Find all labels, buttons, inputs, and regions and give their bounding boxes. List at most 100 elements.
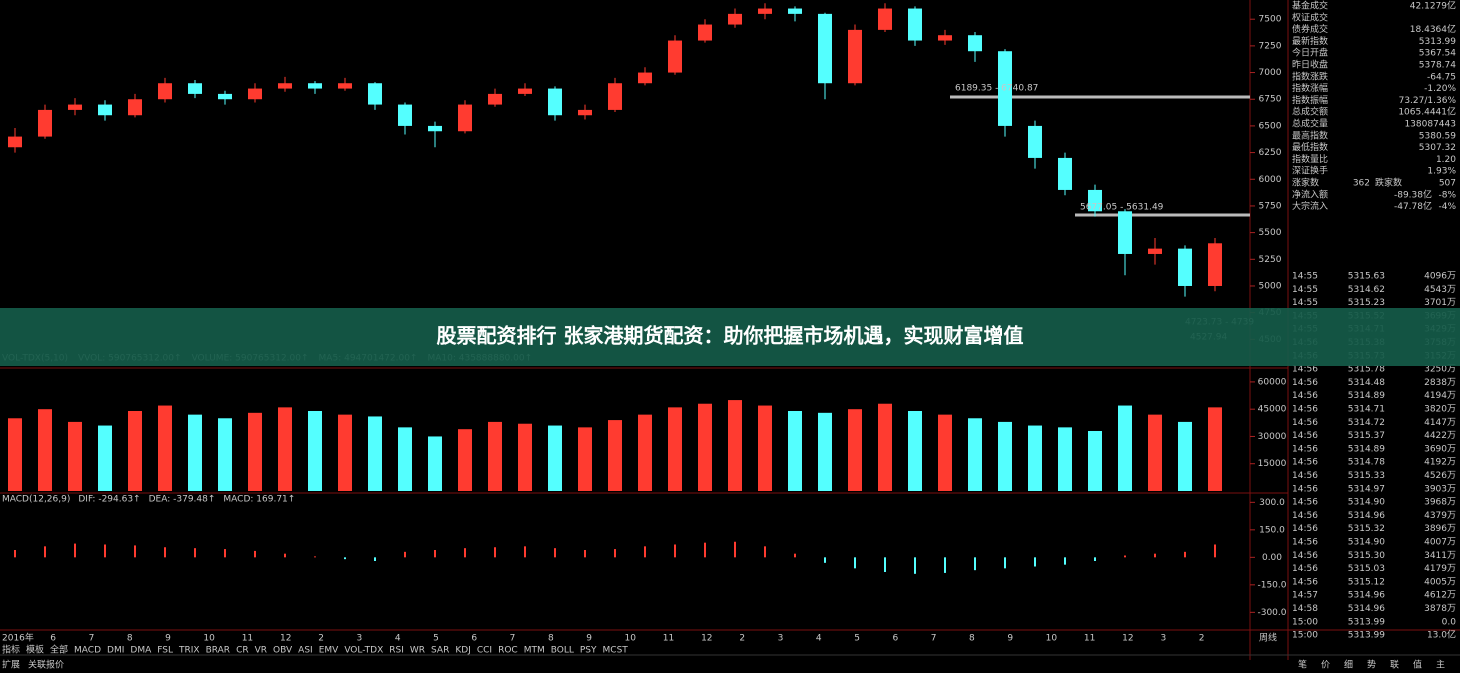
stat-value: 18.4364亿 [1410, 23, 1456, 35]
volume-bar [398, 427, 412, 491]
tab[interactable]: MTM [524, 646, 545, 656]
y-tick-label: 6500 [1259, 121, 1282, 131]
panel-button[interactable]: 笔 [1298, 659, 1307, 671]
candle-body [998, 51, 1012, 126]
tick-price: 5315.03 [1348, 564, 1385, 574]
date-label: 12 [1122, 634, 1133, 644]
date-label: 9 [1007, 634, 1013, 644]
tab[interactable]: MCST [603, 646, 629, 656]
tab[interactable]: ASI [298, 646, 313, 656]
tab[interactable]: EMV [319, 646, 339, 656]
date-label: 9 [165, 634, 171, 644]
tab[interactable]: WR [410, 646, 425, 656]
tab[interactable]: CR [236, 646, 249, 656]
volume-bar [488, 421, 502, 491]
date-label: 11 [663, 634, 674, 644]
volume-bar [1088, 431, 1102, 491]
candle-body [1028, 125, 1042, 158]
stat-label: 净流入额 [1292, 188, 1328, 200]
candle-body [218, 93, 232, 100]
y-tick-label: 0.00 [1262, 553, 1282, 563]
candle-body [308, 83, 322, 89]
tab[interactable]: DMI [107, 646, 124, 656]
tick-time: 14:56 [1292, 444, 1318, 454]
tick-time: 14:55 [1292, 285, 1318, 295]
tab[interactable]: 指标 [2, 644, 20, 656]
y-tick-label: 5000 [1259, 281, 1282, 291]
tab[interactable]: DMA [130, 646, 152, 656]
stat-label: 总成交额 [1292, 106, 1328, 118]
panel-button[interactable]: 细 [1344, 659, 1353, 671]
volume-bar [38, 409, 52, 491]
y-tick-label: 6250 [1259, 148, 1282, 158]
panel-button[interactable]: 势 [1367, 659, 1376, 671]
tick-volume: 4422万 [1424, 431, 1456, 441]
candle-body [278, 83, 292, 89]
tick-volume: 3968万 [1424, 498, 1456, 508]
stat-pct: -8% [1438, 190, 1456, 200]
volume-bar [878, 403, 892, 491]
candle-body [908, 8, 922, 41]
volume-bar [98, 425, 112, 491]
candle-body [428, 125, 442, 132]
tab[interactable]: VR [255, 646, 267, 656]
candle-body [638, 72, 652, 84]
candle-body [1208, 243, 1222, 286]
tab[interactable]: MACD [74, 646, 101, 656]
panel-button[interactable]: 主 [1436, 659, 1445, 671]
y-tick-label: 7250 [1259, 41, 1282, 51]
y-tick-label: 5750 [1259, 201, 1282, 211]
annotation: 5677.05 - 5631.49 [1080, 203, 1164, 213]
tick-time: 14:56 [1292, 405, 1318, 415]
volume-bar [1208, 407, 1222, 491]
y-tick-label: 7500 [1259, 15, 1282, 25]
candle-body [98, 104, 112, 116]
tab[interactable]: 模板 [26, 644, 44, 656]
stat-label: 指数涨幅 [1292, 82, 1328, 94]
date-label: 5 [854, 634, 860, 644]
period-label[interactable]: 周线 [1259, 632, 1277, 644]
tab[interactable]: CCI [477, 646, 492, 656]
y-tick-label: 45000 [1258, 405, 1287, 415]
tab[interactable]: BRAR [206, 646, 230, 656]
tab[interactable]: SAR [431, 646, 449, 656]
candle-body [728, 13, 742, 25]
y-tick-label: 6750 [1259, 95, 1282, 105]
tab[interactable]: VOL-TDX [344, 646, 383, 656]
stat-value: 5313.99 [1419, 37, 1456, 47]
tick-volume: 4096万 [1424, 272, 1456, 282]
volume-bar [638, 414, 652, 491]
stat-label: 债券成交 [1292, 23, 1328, 35]
tab[interactable]: BOLL [551, 646, 574, 656]
tab[interactable]: OBV [273, 646, 293, 656]
tick-time: 14:57 [1292, 591, 1318, 601]
tab[interactable]: PSY [580, 646, 597, 656]
banner-title: 股票配资排行 张家港期货配资：助你把握市场机遇，实现财富增值 [437, 324, 1024, 348]
tab[interactable]: FSL [157, 646, 173, 656]
tick-time: 14:56 [1292, 418, 1318, 428]
candle-body [818, 13, 832, 84]
tick-time: 14:56 [1292, 471, 1318, 481]
stat-label: 指数振幅 [1292, 94, 1328, 106]
date-label: 12 [701, 634, 712, 644]
volume-bar [728, 400, 742, 491]
candle-body [1088, 189, 1102, 212]
tab[interactable]: TRIX [178, 646, 200, 656]
footer-tab[interactable]: 关联报价 [28, 659, 64, 671]
tab[interactable]: RSI [389, 646, 404, 656]
panel-button[interactable]: 价 [1321, 660, 1330, 671]
tick-volume: 3250万 [1424, 365, 1456, 375]
volume-bar [368, 416, 382, 491]
tick-volume: 4179万 [1424, 564, 1456, 574]
footer-tab[interactable]: 扩展 [2, 659, 20, 671]
date-label: 4 [816, 634, 822, 644]
date-label: 6 [892, 634, 898, 644]
panel-button[interactable]: 联 [1390, 660, 1399, 671]
tab[interactable]: ROC [498, 646, 518, 656]
date-label: 2016年 [2, 632, 34, 644]
panel-button[interactable]: 值 [1413, 659, 1422, 671]
tab[interactable]: 全部 [50, 644, 68, 656]
tick-price: 5314.89 [1348, 391, 1385, 401]
volume-bar [278, 407, 292, 491]
tab[interactable]: KDJ [455, 646, 471, 656]
